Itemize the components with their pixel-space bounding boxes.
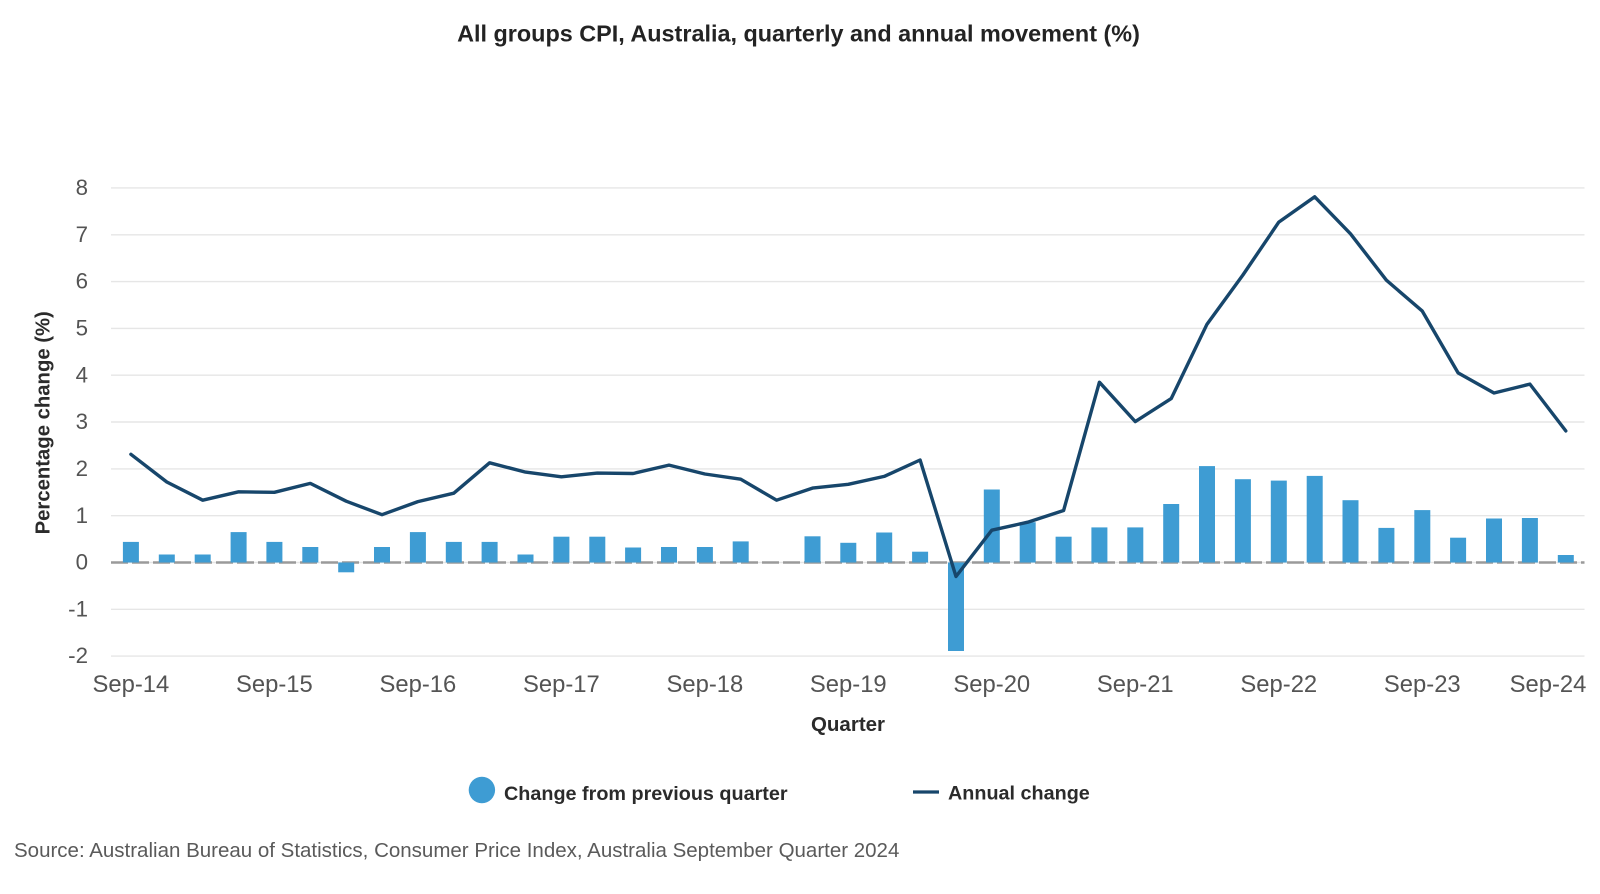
svg-text:Sep-20: Sep-20 bbox=[953, 671, 1030, 698]
svg-text:Sep-14: Sep-14 bbox=[93, 671, 170, 698]
svg-text:Sep-23: Sep-23 bbox=[1384, 671, 1461, 698]
svg-text:Change from previous quarter: Change from previous quarter bbox=[504, 783, 788, 805]
svg-text:Sep-21: Sep-21 bbox=[1097, 671, 1174, 698]
svg-text:Source: Australian Bureau of S: Source: Australian Bureau of Statistics,… bbox=[14, 839, 899, 862]
svg-text:All groups CPI, Australia, qua: All groups CPI, Australia, quarterly and… bbox=[457, 21, 1140, 47]
svg-text:7: 7 bbox=[76, 222, 88, 247]
svg-text:1: 1 bbox=[76, 503, 88, 528]
svg-text:Percentage change (%): Percentage change (%) bbox=[33, 311, 55, 534]
svg-text:4: 4 bbox=[76, 362, 88, 387]
svg-text:Annual change: Annual change bbox=[948, 783, 1090, 805]
svg-text:Quarter: Quarter bbox=[811, 713, 885, 736]
svg-text:Sep-15: Sep-15 bbox=[236, 671, 313, 698]
svg-text:6: 6 bbox=[76, 269, 88, 294]
svg-text:-2: -2 bbox=[68, 643, 88, 668]
svg-text:Sep-19: Sep-19 bbox=[810, 671, 887, 698]
svg-text:Sep-17: Sep-17 bbox=[523, 671, 600, 698]
svg-text:Sep-24: Sep-24 bbox=[1510, 671, 1587, 698]
svg-text:Sep-22: Sep-22 bbox=[1240, 671, 1317, 698]
svg-text:5: 5 bbox=[76, 316, 88, 341]
svg-text:0: 0 bbox=[76, 550, 88, 575]
svg-text:2: 2 bbox=[76, 456, 88, 481]
svg-text:Sep-16: Sep-16 bbox=[380, 671, 457, 698]
svg-text:3: 3 bbox=[76, 409, 88, 434]
svg-text:-1: -1 bbox=[68, 596, 88, 621]
svg-text:8: 8 bbox=[76, 175, 88, 200]
svg-text:Sep-18: Sep-18 bbox=[667, 671, 744, 698]
